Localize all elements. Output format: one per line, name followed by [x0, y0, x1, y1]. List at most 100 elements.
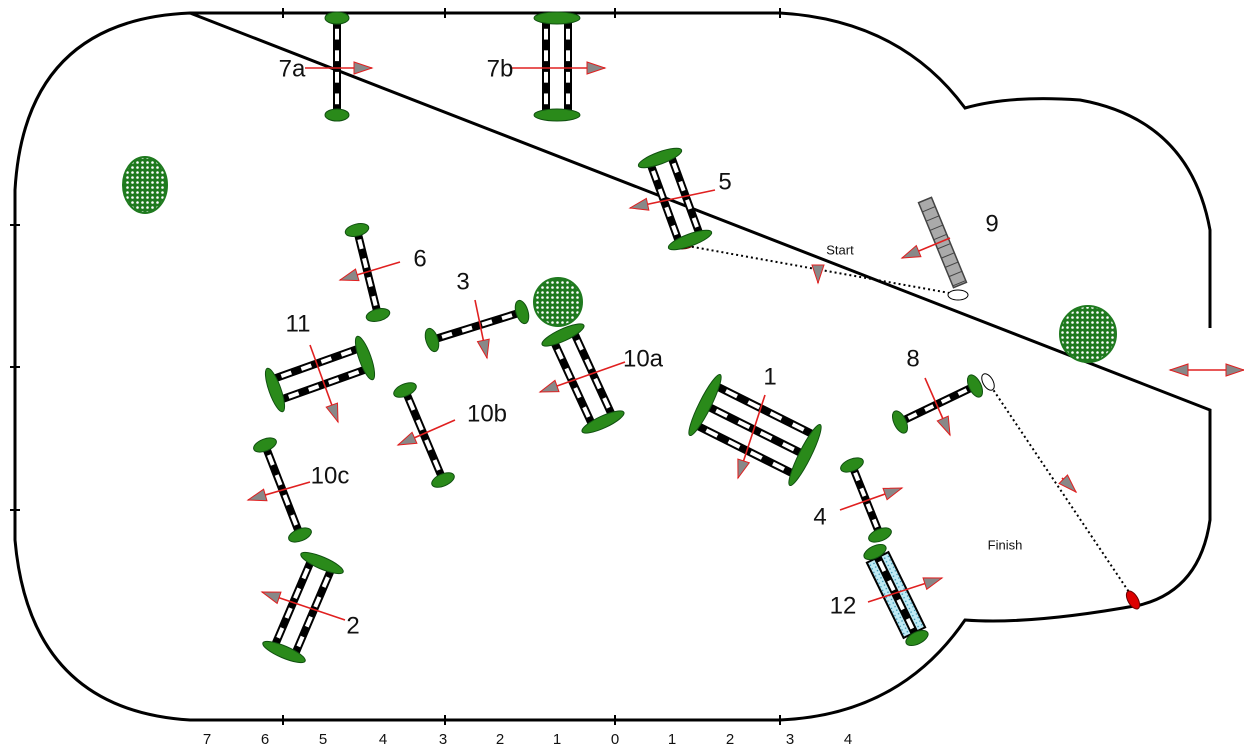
- wing-shrub: [365, 308, 391, 322]
- wing-shrub: [581, 410, 625, 434]
- rail-stripe: [564, 367, 573, 380]
- rail-stripe: [432, 459, 441, 471]
- rail: [645, 160, 684, 246]
- wing-shrub: [868, 527, 892, 543]
- wing-shrub: [288, 527, 312, 543]
- wing-shrub: [431, 472, 455, 488]
- rail-stripe: [544, 28, 548, 40]
- fence: [262, 551, 344, 664]
- rail-stripe: [566, 93, 570, 105]
- rail-stripe: [749, 450, 763, 460]
- rail-stripe: [865, 503, 873, 513]
- rail: [542, 18, 550, 115]
- wing-shrub: [324, 108, 350, 122]
- rail-stripe: [282, 494, 291, 506]
- brick: [941, 252, 955, 259]
- wing-shrub: [354, 335, 376, 381]
- arrow-head: [1168, 363, 1189, 377]
- rail: [898, 382, 977, 426]
- arrow-head: [1058, 474, 1078, 494]
- rail-stripe: [481, 319, 493, 327]
- fence-number: 6: [413, 245, 426, 272]
- arrow-head: [325, 402, 339, 424]
- rail: [290, 565, 336, 658]
- fences: [253, 11, 983, 664]
- wing-shrub: [688, 373, 722, 437]
- rail-stripe: [555, 348, 564, 360]
- arrow-head: [922, 577, 944, 591]
- wing-shrub: [667, 229, 713, 251]
- scale-label: 1: [668, 731, 676, 748]
- scale-label: 1: [553, 731, 561, 748]
- rail-stripe: [566, 71, 570, 83]
- brick: [944, 261, 959, 268]
- rail-stripe: [691, 217, 699, 228]
- rail-stripe: [357, 238, 364, 250]
- rail-stripe: [544, 93, 548, 105]
- rail-stripe: [896, 598, 905, 611]
- finish-line: [981, 373, 1141, 610]
- rail: [693, 421, 797, 479]
- rail: [549, 337, 597, 429]
- rail-stripe: [304, 615, 313, 628]
- arrow-head: [737, 458, 751, 480]
- wing-shrub: [300, 551, 344, 575]
- scale-label: 2: [726, 731, 734, 748]
- fence-number: 7a: [279, 55, 306, 82]
- rail-stripe: [340, 349, 352, 357]
- arrow-head: [476, 338, 490, 360]
- rail-stripe: [877, 560, 887, 572]
- wing-shrub: [967, 374, 983, 398]
- arrow-head: [900, 244, 922, 259]
- arrow-head: [338, 268, 360, 282]
- wing-shrub: [344, 223, 370, 237]
- rail-stripe: [308, 384, 320, 392]
- rail-stripe: [871, 518, 879, 528]
- scale-label: 4: [844, 731, 852, 748]
- wing-shrub: [514, 299, 530, 325]
- wing-shrub: [905, 629, 929, 647]
- wing-shrub: [264, 367, 286, 413]
- arrow-head: [811, 264, 825, 285]
- start-label: Start: [826, 242, 854, 257]
- rail-stripe: [320, 356, 332, 364]
- fence-number: 8: [906, 345, 919, 372]
- arena-ticks: [10, 8, 781, 725]
- rail-stripe: [791, 422, 805, 432]
- fence-number: 3: [456, 268, 469, 295]
- wing-shrub: [541, 323, 585, 347]
- scale-label: 7: [203, 731, 211, 748]
- rail-stripe: [924, 404, 935, 412]
- rail-stripe: [321, 576, 330, 588]
- rail-stripe: [664, 206, 672, 218]
- rail-stripe: [296, 635, 305, 648]
- rail-stripe: [348, 370, 360, 378]
- wing-shrub: [637, 147, 683, 169]
- fence: [688, 373, 822, 487]
- rail-stripe: [276, 627, 285, 639]
- rail-stripe: [566, 28, 570, 40]
- rail-stripe: [544, 71, 548, 83]
- brick: [929, 224, 944, 231]
- fence-number: 5: [718, 168, 731, 195]
- arrow-head: [1225, 363, 1244, 377]
- rail-stripe: [501, 313, 513, 321]
- fence-number: 10b: [467, 400, 507, 427]
- rail-stripe: [424, 439, 433, 451]
- rail-stripe: [584, 358, 593, 370]
- fence-number: 9: [985, 210, 998, 237]
- rail-stripe: [685, 199, 693, 210]
- fence-number: 4: [813, 503, 826, 530]
- rail-stripe: [335, 93, 339, 105]
- wing-shrub: [533, 11, 581, 25]
- rail-stripe: [274, 474, 283, 486]
- rail-stripe: [671, 224, 679, 236]
- rail: [564, 18, 572, 115]
- rail-stripe: [759, 430, 773, 441]
- fence: [863, 543, 929, 647]
- rail: [401, 388, 447, 482]
- scale-label: 5: [319, 731, 327, 748]
- brick: [952, 280, 966, 287]
- direction-arrows: [246, 61, 1244, 621]
